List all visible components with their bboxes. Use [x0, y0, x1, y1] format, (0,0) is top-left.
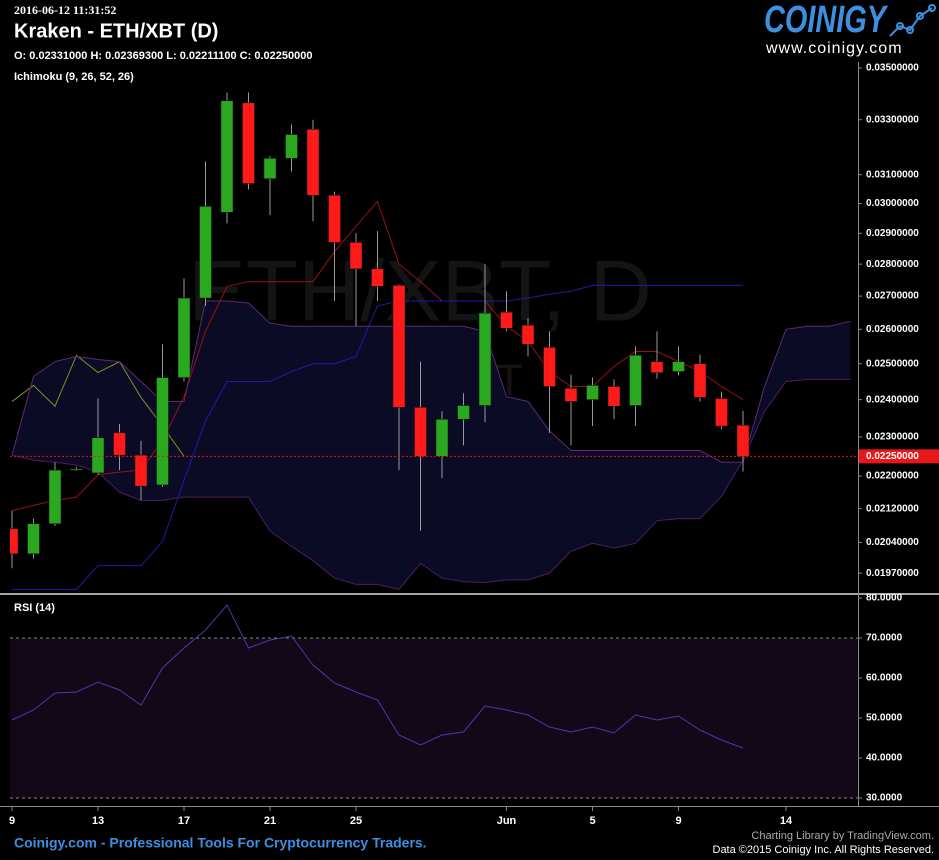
y-tick-label: 0.03500000	[866, 63, 919, 74]
x-tick-label: 25	[350, 815, 362, 827]
y-tick-label: 0.02200000	[866, 471, 919, 482]
y-tick-label: 50.0000	[866, 713, 903, 724]
candle-body	[177, 297, 191, 378]
y-tick-label: 0.03100000	[866, 169, 919, 180]
y-tick-label: 0.02300000	[866, 432, 919, 443]
indicator-line	[11, 200, 744, 512]
timestamp: 2016-06-12 11:31:52	[14, 3, 116, 17]
candle-body	[629, 355, 642, 406]
candle-body	[392, 285, 406, 408]
x-tick-label: 9	[9, 815, 15, 827]
x-tick-label: 9	[675, 815, 681, 827]
rsi-pane	[10, 604, 858, 799]
candle-body	[27, 523, 40, 554]
y-tick-label: 0.02500000	[866, 358, 919, 369]
x-tick-label: Jun	[497, 815, 517, 827]
rsi-line	[11, 604, 744, 749]
candle-body	[586, 385, 599, 400]
main-pane: ETH/XBT, DETH/XBT	[10, 92, 858, 590]
y-tick-label: 0.02700000	[866, 291, 919, 302]
candle-body	[650, 361, 664, 373]
indicator-line	[11, 354, 185, 457]
last-price-label: 0.02250000	[866, 451, 919, 462]
y-tick-label: 0.02040000	[866, 537, 919, 548]
library-credit[interactable]: Charting Library by TradingView.com.	[751, 830, 934, 842]
y-tick-label: 0.02400000	[866, 394, 919, 405]
rsi-band	[10, 638, 858, 798]
candle-body	[285, 134, 298, 159]
x-tick-label: 14	[780, 815, 793, 827]
candle-body	[328, 195, 341, 243]
candle-body	[672, 361, 685, 372]
candle-body	[220, 100, 234, 213]
indicator-line	[12, 284, 743, 590]
y-tick-label: 60.0000	[866, 673, 903, 684]
candle-body	[543, 347, 556, 387]
y-tick-label: 0.03000000	[866, 198, 919, 209]
candle-body	[457, 405, 470, 420]
candle-body	[349, 242, 363, 270]
candle-body	[500, 311, 513, 329]
candle-body	[263, 158, 277, 179]
logo-url: www.coinigy.com	[765, 40, 903, 57]
x-tick-label: 5	[589, 815, 595, 827]
x-tick-label: 13	[92, 815, 104, 827]
y-tick-label: 30.0000	[866, 793, 903, 804]
logo: COINIGY	[764, 0, 889, 41]
y-tick-label: 80.0000	[866, 593, 903, 604]
candle-body	[306, 129, 320, 196]
y-tick-label: 0.02120000	[866, 503, 919, 514]
y-tick-label: 40.0000	[866, 753, 903, 764]
y-tick-label: 0.02600000	[866, 324, 919, 335]
candle-body	[521, 324, 535, 345]
y-tick-label: 0.02800000	[866, 259, 919, 270]
chart-heading: Kraken - ETH/XBT (D)	[14, 20, 218, 42]
axes: 0.03500000 0.03300000 0.03100000 0.03000000…	[0, 62, 939, 827]
copyright: Data ©2015 Coinigy Inc. All Rights Reser…	[713, 844, 935, 856]
candle-body	[242, 102, 255, 184]
candle-body	[371, 268, 384, 287]
candle-body	[435, 418, 449, 457]
candle-body	[10, 528, 19, 554]
candle-body	[91, 437, 105, 474]
x-tick-label: 17	[178, 815, 190, 827]
candle-body	[715, 398, 728, 427]
y-tick-label: 0.03300000	[866, 114, 919, 125]
ichimoku-cloud	[12, 300, 851, 590]
y-tick-label: 70.0000	[866, 633, 903, 644]
candle-body	[478, 312, 492, 406]
logo-icon	[889, 4, 936, 37]
y-tick-label: 0.01970000	[866, 568, 919, 579]
indicator-line	[11, 378, 851, 590]
y-tick-label: 0.02900000	[866, 228, 919, 239]
candle-body	[199, 206, 212, 299]
candle-body	[736, 425, 750, 457]
candle-body	[693, 363, 707, 398]
indicator-label: RSI (14)	[14, 602, 55, 614]
candle-body	[48, 469, 62, 524]
candle-body	[134, 454, 148, 487]
candle-body	[564, 388, 578, 402]
last-price-tag	[859, 449, 939, 464]
x-tick-label: 21	[264, 815, 276, 827]
candle-body	[156, 377, 169, 486]
indicator-label: Ichimoku (9, 26, 52, 26)	[14, 71, 134, 83]
candle-body	[70, 468, 83, 471]
candle-body	[607, 386, 621, 407]
ohlc-readout: O: 0.02331000 H: 0.02369300 L: 0.0221110…	[14, 50, 312, 62]
candle-body	[113, 432, 126, 456]
candle-body	[414, 407, 427, 457]
tagline[interactable]: Coinigy.com - Professional Tools For Cry…	[14, 835, 427, 851]
